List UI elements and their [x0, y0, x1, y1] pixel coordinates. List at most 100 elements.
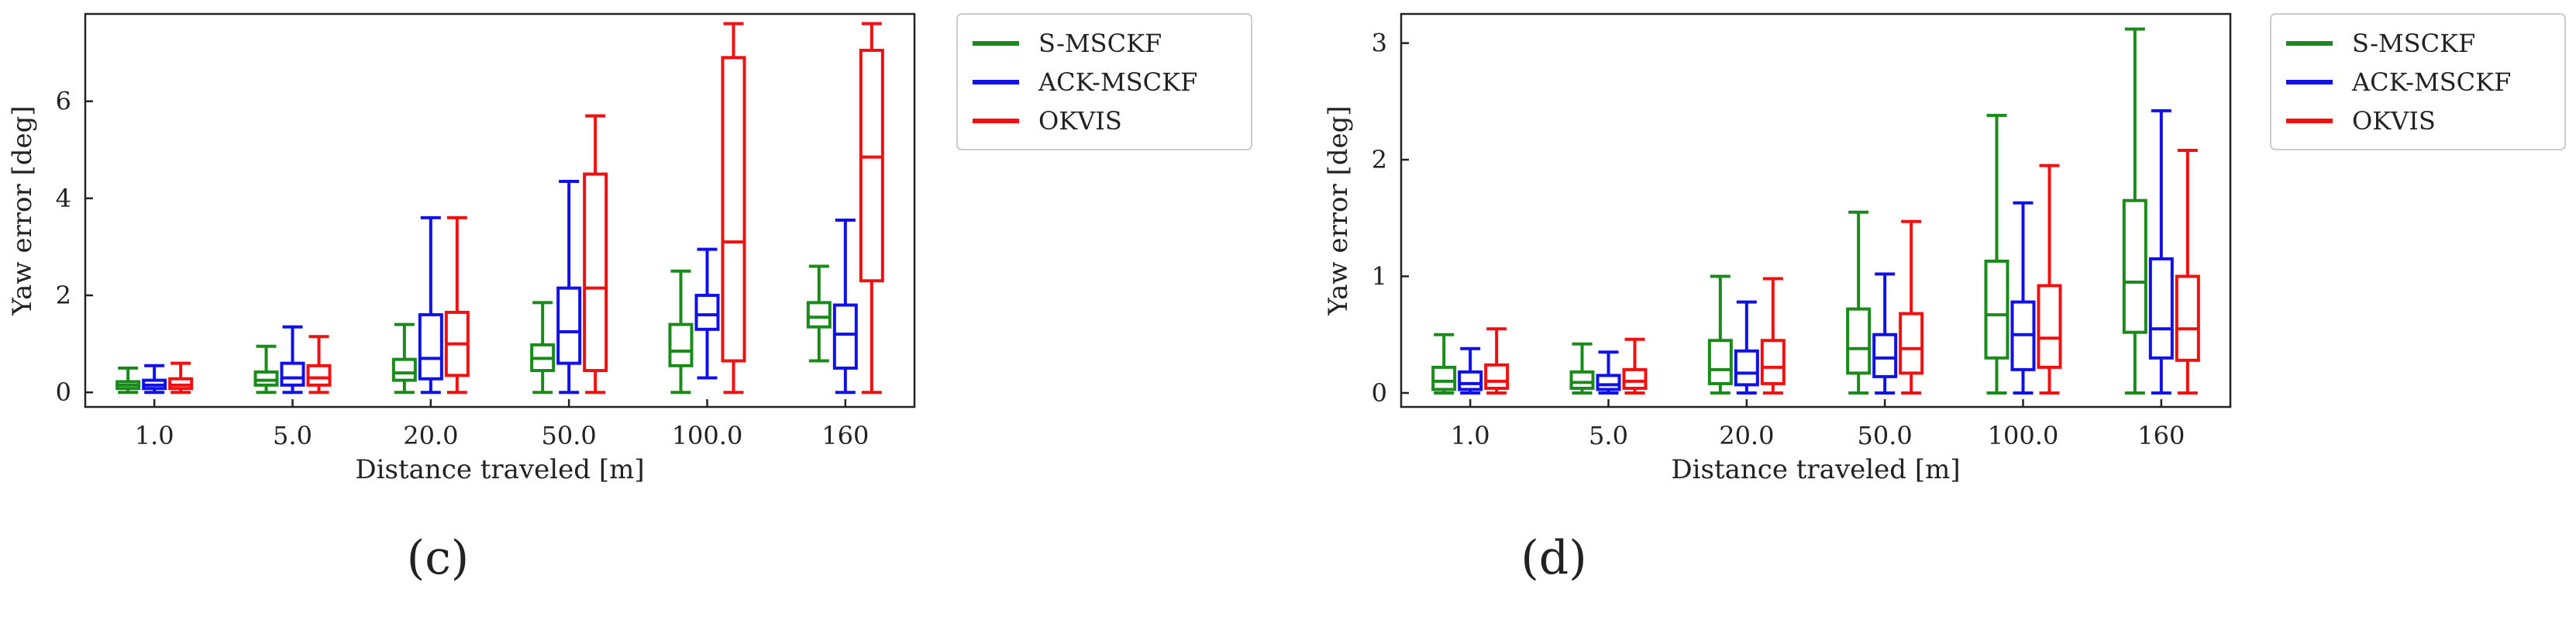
box-iqr	[721, 56, 746, 363]
x-tick-label: 1.0	[135, 421, 174, 450]
y-tick-label: 4	[56, 184, 71, 213]
box-s-msckf-50.0	[530, 301, 556, 395]
box-iqr	[556, 286, 582, 365]
box-okvis-20.0	[1760, 277, 1786, 395]
box-iqr	[1846, 307, 1872, 375]
legend-label: S-MSCKF	[1038, 29, 1162, 58]
x-axis-label: Distance traveled [m]	[1671, 454, 1960, 485]
box-ack-msckf-100.0	[2010, 201, 2036, 395]
box-s-msckf-160	[806, 264, 832, 363]
legend-box	[956, 13, 1252, 150]
x-axis-label: Distance traveled [m]	[355, 454, 644, 485]
y-axis-label: Yaw error [deg]	[7, 105, 38, 315]
box-s-msckf-160	[2122, 27, 2147, 395]
x-tick-label: 160	[821, 421, 869, 450]
box-ack-msckf-160	[832, 219, 858, 395]
box-okvis-20.0	[444, 215, 470, 395]
box-s-msckf-100.0	[668, 269, 694, 395]
box-s-msckf-5.0	[1569, 342, 1595, 395]
box-ack-msckf-5.0	[280, 325, 305, 395]
box-iqr	[806, 301, 832, 329]
box-iqr	[1569, 370, 1595, 390]
box-okvis-5.0	[306, 335, 332, 395]
box-iqr	[859, 48, 884, 283]
box-okvis-160	[2175, 149, 2200, 395]
x-tick-label: 100.0	[672, 421, 743, 450]
y-tick-label: 1	[1372, 262, 1387, 291]
box-s-msckf-1.0	[1431, 333, 1457, 395]
box-okvis-100.0	[2037, 164, 2062, 395]
box-ack-msckf-50.0	[1872, 272, 1898, 395]
legend-label: OKVIS	[1038, 106, 1122, 136]
box-iqr	[1707, 339, 1733, 385]
box-iqr	[280, 361, 305, 387]
box-ack-msckf-1.0	[142, 364, 167, 395]
box-ack-msckf-1.0	[1458, 346, 1483, 395]
box-okvis-160	[859, 22, 884, 395]
legend-box	[2270, 13, 2566, 150]
panel-d: 0 1 2 3 1.0 5.0 20.0 50.0 100.0 160 Distance trave…	[1323, 12, 2566, 585]
y-axis-label: Yaw error [deg]	[1323, 105, 1354, 315]
box-iqr	[583, 172, 608, 373]
box-ack-msckf-100.0	[694, 247, 720, 380]
box-s-msckf-20.0	[1707, 274, 1733, 395]
box-iqr	[832, 303, 858, 370]
box-iqr	[391, 357, 417, 382]
panel-c: 0 2 4 6 1.0 5.0 20.0 50.0 100.0 160 Distance trave…	[7, 12, 1252, 585]
box-iqr	[418, 313, 443, 381]
box-iqr	[1622, 367, 1648, 390]
box-iqr	[1734, 349, 1759, 387]
legend-label: ACK-MSCKF	[2351, 67, 2511, 97]
legend-label: OKVIS	[2352, 106, 2436, 136]
box-iqr	[2122, 198, 2147, 334]
x-tick-label: 100.0	[1988, 421, 2059, 450]
box-okvis-1.0	[168, 361, 194, 395]
panel-label: (c)	[407, 531, 469, 585]
x-tick-label: 20.0	[403, 421, 458, 450]
y-tick-label: 2	[56, 281, 71, 310]
box-okvis-50.0	[583, 114, 608, 395]
box-s-msckf-5.0	[253, 344, 279, 395]
box-ack-msckf-50.0	[556, 179, 582, 395]
box-okvis-5.0	[1622, 337, 1648, 395]
box-iqr	[1760, 339, 1786, 385]
box-okvis-100.0	[721, 22, 746, 395]
box-s-msckf-50.0	[1846, 210, 1872, 395]
panel-label: (d)	[1520, 531, 1586, 585]
x-tick-label: 50.0	[542, 421, 597, 450]
box-s-msckf-1.0	[115, 366, 141, 395]
box-iqr	[1458, 370, 1483, 391]
box-iqr	[1872, 333, 1898, 378]
x-tick-label: 1.0	[1451, 421, 1490, 450]
box-ack-msckf-160	[2148, 109, 2174, 395]
axes-frame	[84, 12, 916, 408]
box-iqr	[2037, 284, 2062, 369]
box-okvis-50.0	[1899, 219, 1924, 395]
box-ack-msckf-20.0	[418, 215, 443, 395]
box-iqr	[306, 364, 332, 387]
box-iqr	[694, 294, 720, 331]
box-iqr	[1431, 365, 1457, 391]
box-s-msckf-20.0	[391, 322, 417, 395]
box-iqr	[2148, 257, 2174, 360]
y-tick-label: 0	[56, 377, 71, 407]
box-s-msckf-100.0	[1984, 113, 2009, 395]
legend-label: ACK-MSCKF	[1038, 67, 1197, 97]
box-okvis-1.0	[1484, 327, 1510, 395]
x-tick-label: 20.0	[1719, 421, 1774, 450]
box-iqr	[1899, 312, 1924, 375]
x-tick-label: 50.0	[1858, 421, 1913, 450]
x-tick-label: 160	[2137, 421, 2185, 450]
box-ack-msckf-5.0	[1596, 350, 1621, 395]
box-iqr	[1984, 259, 2009, 360]
box-iqr	[253, 370, 279, 387]
x-tick-label: 5.0	[273, 421, 312, 450]
legend-label: S-MSCKF	[2352, 29, 2475, 58]
y-tick-label: 0	[1372, 378, 1387, 408]
box-iqr	[2175, 274, 2200, 362]
box-iqr	[668, 322, 694, 367]
y-tick-label: 6	[56, 87, 71, 116]
axes-frame	[1400, 12, 2232, 408]
box-ack-msckf-20.0	[1734, 300, 1759, 395]
